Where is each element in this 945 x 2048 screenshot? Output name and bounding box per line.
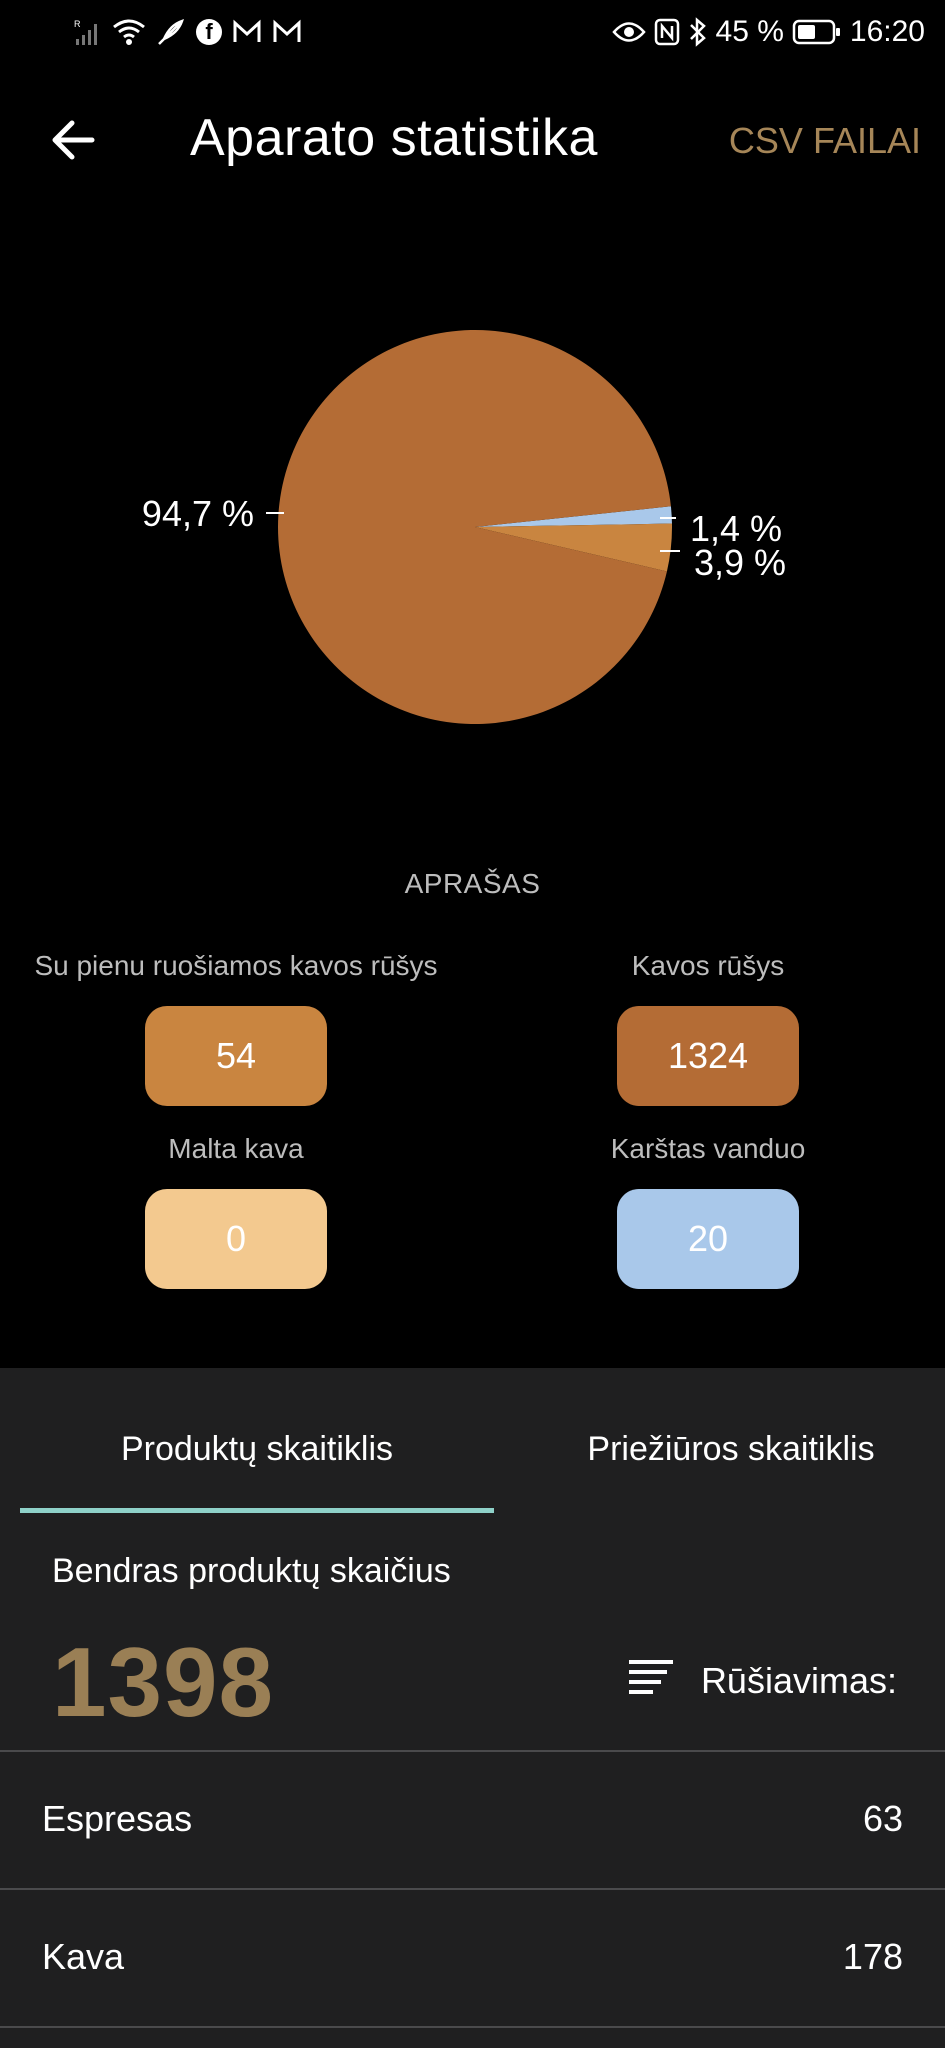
gmail-icon bbox=[272, 19, 302, 45]
total-products-value: 1398 bbox=[52, 1627, 275, 1737]
arrow-left-icon bbox=[44, 120, 104, 174]
sort-label: Rūšiavimas: bbox=[700, 1659, 897, 1701]
pie-slice bbox=[475, 506, 672, 527]
csv-files-button[interactable]: CSV FAILAI bbox=[728, 120, 921, 161]
legend-item-milk-coffee: Su pienu ruošiamos kavos rūšys 54 bbox=[0, 950, 472, 1106]
divider bbox=[0, 1750, 945, 1752]
legend-value-chip: 1324 bbox=[617, 1006, 799, 1106]
pie-label-small-b: 3,9 % bbox=[694, 542, 786, 583]
battery-percent: 45 % bbox=[715, 15, 784, 48]
pie-chart: 94,7 % 1,4 % 3,9 % bbox=[0, 300, 945, 780]
legend-label: Malta kava bbox=[168, 1133, 304, 1164]
wifi-icon bbox=[112, 17, 146, 47]
svg-text:R: R bbox=[74, 19, 81, 29]
battery-icon bbox=[792, 18, 842, 46]
pie-slice bbox=[278, 330, 671, 725]
legend-value-chip: 54 bbox=[145, 1006, 327, 1106]
list-item-count: 178 bbox=[842, 1936, 903, 1977]
status-right-icons: 45 % 16:20 bbox=[611, 14, 925, 50]
sort-button[interactable]: Rūšiavimas: bbox=[628, 1658, 897, 1703]
signal-icon: R bbox=[72, 17, 102, 47]
legend-value-chip: 20 bbox=[617, 1189, 799, 1289]
pie-label-small-a: 1,4 % bbox=[690, 508, 782, 549]
list-item[interactable]: Kava 178 bbox=[0, 1890, 945, 2026]
page-title: Aparato statistika bbox=[190, 109, 598, 167]
legend-label: Su pienu ruošiamos kavos rūšys bbox=[34, 950, 438, 981]
status-bar: R f bbox=[0, 0, 945, 64]
app-bar: Aparato statistika CSV FAILAI bbox=[0, 90, 945, 190]
active-tab-indicator bbox=[20, 1508, 494, 1513]
tab-product-counter[interactable]: Produktų skaitiklis bbox=[120, 1430, 394, 1468]
divider bbox=[0, 1888, 945, 1890]
back-button[interactable] bbox=[44, 110, 104, 170]
pie-label-large: 94,7 % bbox=[142, 493, 254, 534]
status-left-icons: R f bbox=[72, 14, 302, 50]
gmail-icon bbox=[232, 19, 262, 45]
pie-chart-svg: 94,7 % 1,4 %3,9 % bbox=[142, 330, 786, 725]
legend-value-chip: 0 bbox=[145, 1189, 327, 1289]
tab-maintenance-counter[interactable]: Priežiūros skaitiklis bbox=[587, 1430, 875, 1468]
clock: 16:20 bbox=[849, 15, 925, 48]
divider bbox=[0, 2026, 945, 2028]
legend-item-hot-water: Karštas vanduo 20 bbox=[472, 1133, 944, 1289]
list-item[interactable]: Espresas 63 bbox=[0, 1752, 945, 1888]
legend-item-ground-coffee: Malta kava 0 bbox=[0, 1133, 472, 1289]
feather-icon bbox=[156, 17, 186, 47]
total-products-label: Bendras produktų skaičius bbox=[52, 1552, 451, 1590]
eye-icon bbox=[611, 19, 646, 45]
sort-icon bbox=[628, 1658, 673, 1703]
facebook-icon: f bbox=[196, 19, 222, 45]
pie-slice bbox=[475, 523, 672, 572]
counters-panel: Produktų skaitiklis Priežiūros skaitikli… bbox=[0, 1368, 945, 2048]
list-item-count: 63 bbox=[862, 1798, 903, 1839]
list-item-name: Espresas bbox=[42, 1798, 193, 1839]
nfc-icon bbox=[654, 18, 680, 46]
bluetooth-icon bbox=[688, 17, 708, 47]
list-item-name: Kava bbox=[42, 1936, 125, 1977]
legend-item-coffee: Kavos rūšys 1324 bbox=[472, 950, 944, 1106]
legend-title: APRAŠAS bbox=[404, 868, 541, 899]
legend-label: Kavos rūšys bbox=[631, 950, 785, 981]
legend-label: Karštas vanduo bbox=[610, 1133, 806, 1164]
